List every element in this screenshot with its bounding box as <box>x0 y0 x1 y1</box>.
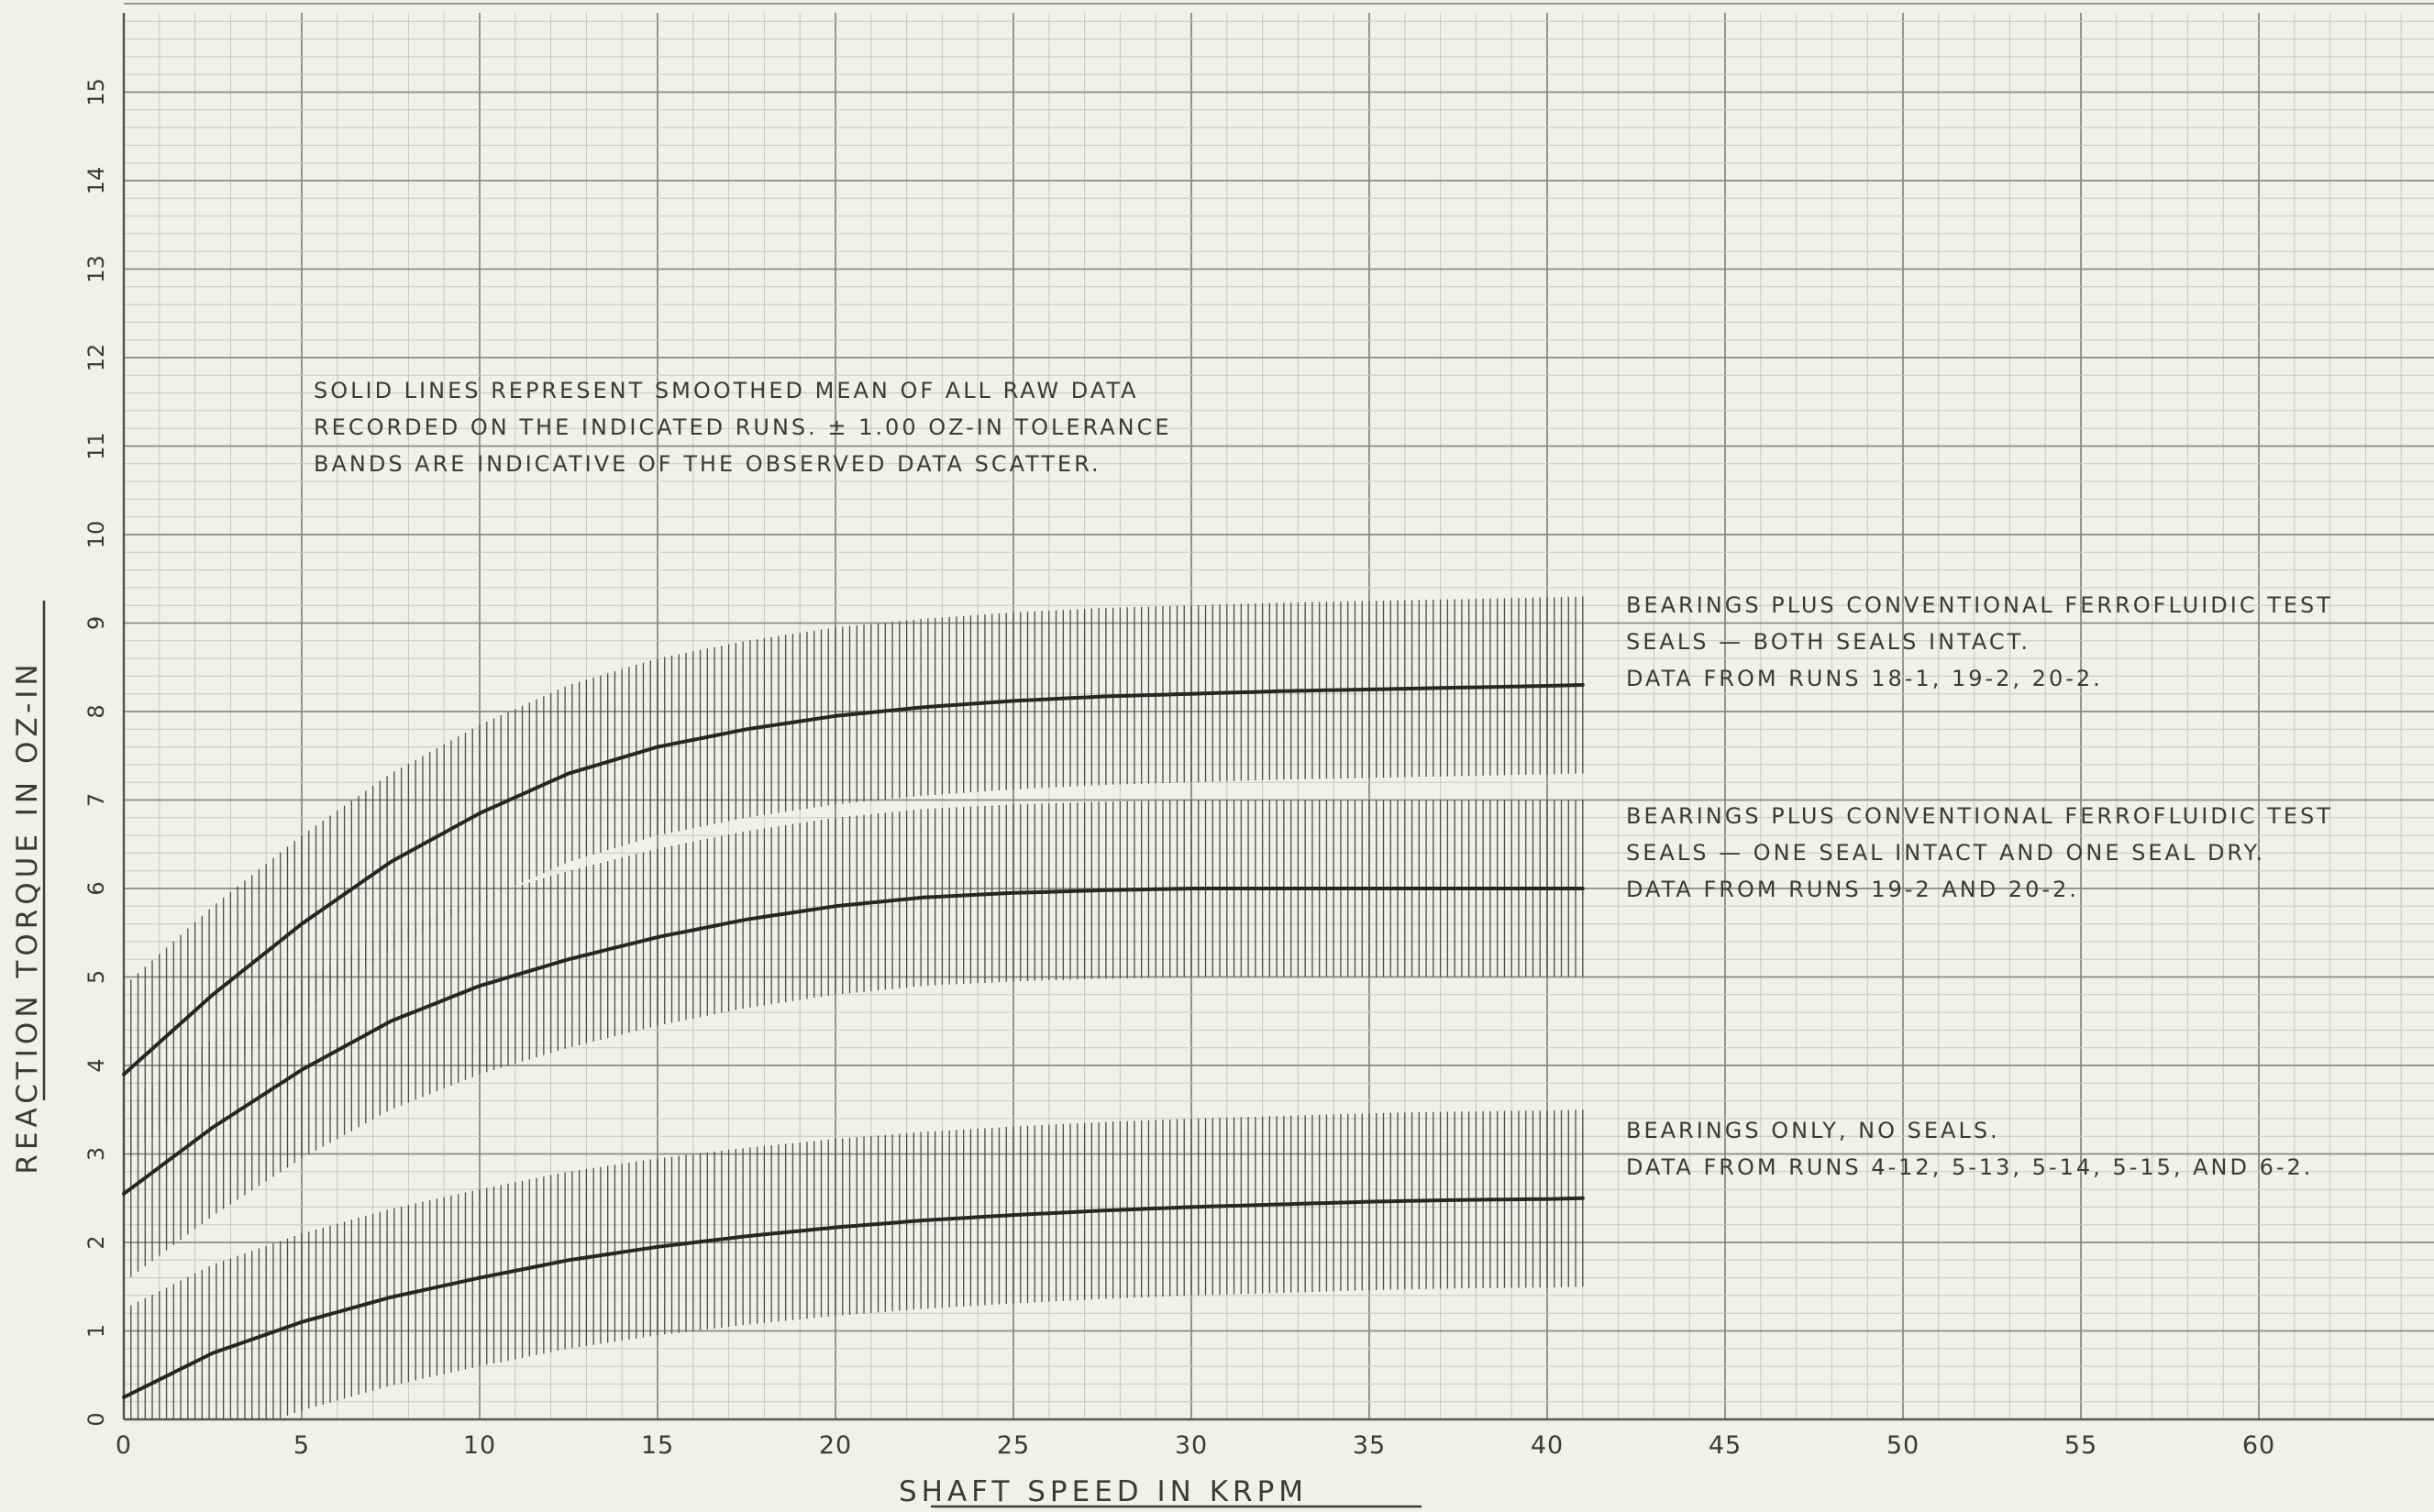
x-tick-label: 35 <box>1353 1431 1386 1460</box>
y-tick-label: 10 <box>83 521 109 549</box>
annotation-note-line: BANDS ARE INDICATIVE OF THE OBSERVED DAT… <box>314 451 1101 477</box>
x-tick-label: 40 <box>1531 1431 1564 1460</box>
mean-lines <box>122 683 1585 1399</box>
y-tick-label: 4 <box>83 1058 109 1072</box>
y-tick-label: 8 <box>83 704 109 718</box>
y-axis-title: REACTION TORQUE IN OZ-IN <box>11 659 44 1174</box>
y-tick-label: 1 <box>83 1324 109 1338</box>
annotation-series-2-line: BEARINGS PLUS CONVENTIONAL FERROFLUIDIC … <box>1626 803 2333 829</box>
y-tick-label: 6 <box>83 881 109 895</box>
x-axis-title: SHAFT SPEED IN KRPM <box>899 1475 1308 1508</box>
annotation-series-2-line: DATA FROM RUNS 19-2 AND 20-2. <box>1626 877 2079 902</box>
annotation-series-1-line: DATA FROM RUNS 18-1, 19-2, 20-2. <box>1626 666 2103 691</box>
annotation-series-2-line: SEALS — ONE SEAL INTACT AND ONE SEAL DRY… <box>1626 840 2265 866</box>
annotation-series-3: BEARINGS ONLY, NO SEALS. DATA FROM RUNS … <box>1626 1118 2313 1180</box>
x-tick-label: 10 <box>463 1431 496 1460</box>
annotation-series-1: BEARINGS PLUS CONVENTIONAL FERROFLUIDIC … <box>1626 592 2343 691</box>
y-tick-label: 12 <box>83 344 109 372</box>
series-line-1 <box>122 683 1585 1076</box>
y-tick-label: 15 <box>83 78 109 106</box>
x-tick-label: 55 <box>2064 1431 2097 1460</box>
x-tick-label: 15 <box>641 1431 674 1460</box>
x-tick-label: 20 <box>819 1431 852 1460</box>
y-tick-label: 13 <box>83 255 109 283</box>
annotation-note-line: RECORDED ON THE INDICATED RUNS. ± 1.00 O… <box>314 414 1172 440</box>
series-line-2 <box>122 887 1585 1196</box>
annotation-series-1-line: BEARINGS PLUS CONVENTIONAL FERROFLUIDIC … <box>1626 592 2333 618</box>
y-tick-label: 5 <box>83 970 109 984</box>
annotation-series-3-line: DATA FROM RUNS 4-12, 5-13, 5-14, 5-15, A… <box>1626 1154 2313 1180</box>
x-tick-label: 25 <box>997 1431 1030 1460</box>
grid <box>122 3 2434 1421</box>
y-tick-label: 7 <box>83 793 109 807</box>
annotations: SOLID LINES REPRESENT SMOOTHED MEAN OF A… <box>314 378 2343 1180</box>
x-tick-label: 5 <box>293 1431 310 1460</box>
tick-labels: 0 5 10 15 20 25 30 35 40 45 50 55 600123456789101112… <box>83 78 2275 1460</box>
x-tick-label: 50 <box>1886 1431 1920 1460</box>
y-tick-label: 0 <box>83 1412 109 1426</box>
annotation-note-line: SOLID LINES REPRESENT SMOOTHED MEAN OF A… <box>314 378 1139 403</box>
x-tick-label: 30 <box>1175 1431 1208 1460</box>
x-tick-label: 60 <box>2242 1431 2275 1460</box>
y-tick-label: 2 <box>83 1235 109 1249</box>
y-tick-label: 14 <box>83 167 109 195</box>
annotation-series-1-line: SEALS — BOTH SEALS INTACT. <box>1626 629 2030 655</box>
annotation-series-3-line: BEARINGS ONLY, NO SEALS. <box>1626 1118 2000 1143</box>
y-tick-label: 3 <box>83 1147 109 1161</box>
annotation-note: SOLID LINES REPRESENT SMOOTHED MEAN OF A… <box>314 378 1181 477</box>
x-tick-label: 45 <box>1709 1431 1742 1460</box>
annotation-series-2: BEARINGS PLUS CONVENTIONAL FERROFLUIDIC … <box>1626 803 2343 902</box>
y-tick-label: 11 <box>83 432 109 460</box>
series-line-3 <box>122 1196 1585 1399</box>
x-tick-label: 0 <box>116 1431 132 1460</box>
y-tick-label: 9 <box>83 616 109 630</box>
